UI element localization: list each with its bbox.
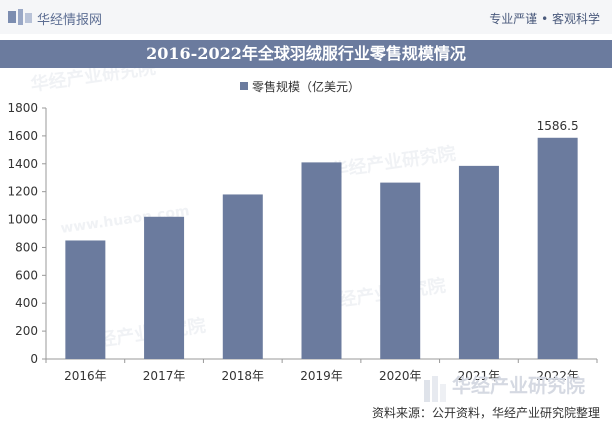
y-tick-label: 400 (15, 296, 38, 310)
legend-swatch (240, 82, 248, 90)
x-tick-label: 2022年 (536, 369, 579, 383)
data-label: 1586.5 (537, 119, 579, 133)
header-bar: 华经情报网 专业严谨 • 客观科学 (0, 0, 612, 34)
x-tick-label: 2020年 (379, 369, 422, 383)
chart-title: 2016-2022年全球羽绒服行业零售规模情况 (146, 44, 466, 63)
x-tick-label: 2017年 (143, 369, 186, 383)
x-tick-label: 2021年 (458, 369, 501, 383)
x-tick-label: 2018年 (222, 369, 265, 383)
x-tick-label: 2016年 (64, 369, 107, 383)
tagline: 专业严谨 • 客观科学 (489, 12, 600, 26)
y-tick-label: 1400 (7, 157, 38, 171)
bar (537, 137, 578, 359)
y-tick-label: 1000 (7, 213, 38, 227)
y-tick-label: 600 (15, 268, 38, 282)
watermark-logo-icon (424, 376, 446, 402)
y-tick-label: 200 (15, 324, 38, 338)
brand-name: 华经情报网 (37, 13, 103, 28)
logo-icon (8, 9, 32, 25)
bar (222, 194, 263, 359)
y-tick-label: 1200 (7, 185, 38, 199)
x-tick-label: 2019年 (300, 369, 343, 383)
source-note: 资料来源：公开资料，华经产业研究院整理 (371, 406, 600, 420)
y-tick-label: 0 (30, 352, 38, 366)
bar (380, 182, 421, 359)
legend-label: 零售规模（亿美元） (252, 80, 361, 94)
y-tick-label: 1800 (7, 101, 38, 115)
bar (144, 216, 185, 359)
watermark-brand: 华经产业研究院 (452, 375, 586, 397)
y-tick-label: 800 (15, 240, 38, 254)
bar (301, 162, 342, 359)
bar (458, 165, 499, 359)
y-tick-label: 1600 (7, 129, 38, 143)
bar (65, 240, 106, 359)
title-bar: 2016-2022年全球羽绒服行业零售规模情况 (0, 40, 612, 68)
